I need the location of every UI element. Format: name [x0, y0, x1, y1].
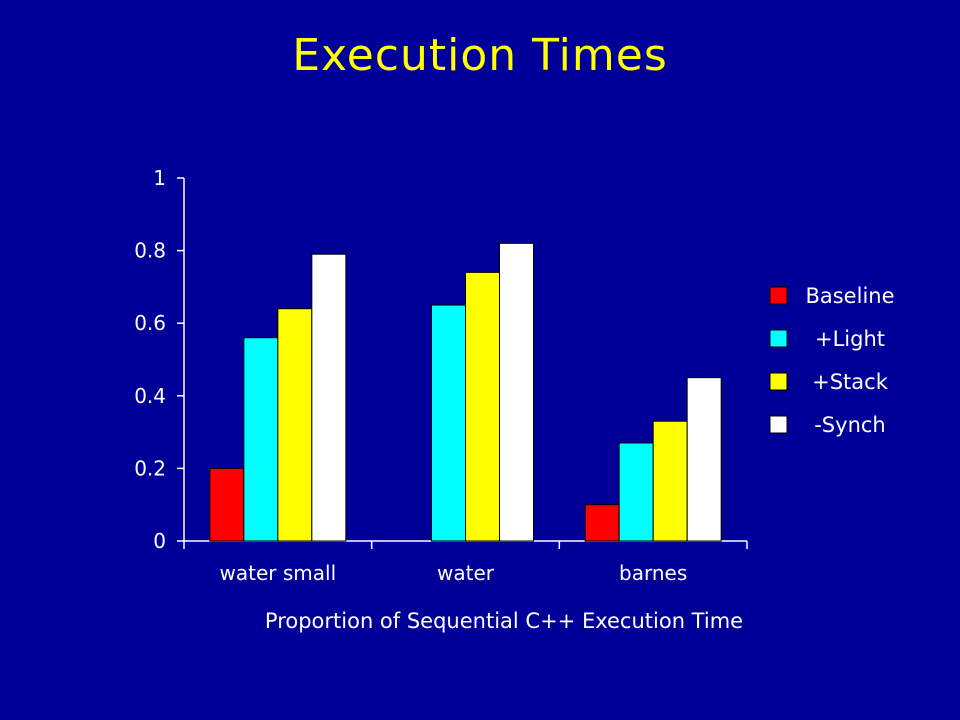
- legend-swatch: [769, 372, 788, 391]
- y-tick-label: 0.2: [134, 456, 166, 480]
- legend-label: Baseline: [805, 284, 894, 308]
- bar-light: [431, 304, 466, 542]
- slide-title: Execution Times: [292, 30, 668, 81]
- bar-light: [618, 442, 654, 542]
- bar-baseline: [209, 467, 245, 542]
- bar-synch: [311, 253, 347, 542]
- x-tick-label: water: [437, 561, 495, 585]
- legend-swatch: [769, 286, 788, 305]
- x-tick-label: barnes: [619, 561, 687, 585]
- bar-stack: [277, 308, 313, 542]
- legend-label: -Synch: [814, 413, 886, 437]
- bar-synch: [499, 242, 534, 542]
- x-axis-label: Proportion of Sequential C++ Execution T…: [265, 609, 743, 633]
- y-tick-label: 0.8: [134, 239, 166, 263]
- bar-stack: [465, 271, 500, 542]
- bar-baseline: [584, 504, 620, 542]
- x-tick-label: water small: [220, 561, 337, 585]
- y-axis: 0 0.2 0.4 0.6 0.8 1: [134, 166, 185, 553]
- bars: [209, 242, 722, 542]
- legend-label: +Light: [815, 327, 885, 351]
- x-axis: [183, 540, 748, 549]
- legend: Baseline +Light +Stack -Synch: [769, 284, 895, 437]
- y-tick-label: 0: [153, 529, 166, 553]
- category-labels: water small water barnes: [220, 561, 688, 585]
- legend-swatch: [769, 329, 788, 348]
- bar-synch: [686, 377, 722, 542]
- bar-stack: [652, 420, 688, 542]
- legend-swatch: [769, 415, 788, 434]
- y-tick-label: 0.4: [134, 384, 166, 408]
- y-tick-label: 1: [153, 166, 166, 190]
- y-tick-label: 0.6: [134, 311, 166, 335]
- bar-light: [243, 337, 279, 542]
- legend-label: +Stack: [812, 370, 889, 394]
